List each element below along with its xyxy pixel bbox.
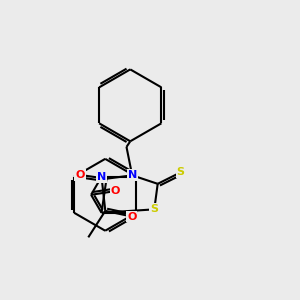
Text: O: O — [75, 170, 85, 180]
Text: S: S — [150, 204, 158, 214]
Text: S: S — [176, 167, 184, 178]
Text: O: O — [111, 186, 120, 196]
Text: O: O — [127, 212, 136, 221]
Text: N: N — [97, 172, 106, 182]
Text: N: N — [128, 170, 137, 180]
